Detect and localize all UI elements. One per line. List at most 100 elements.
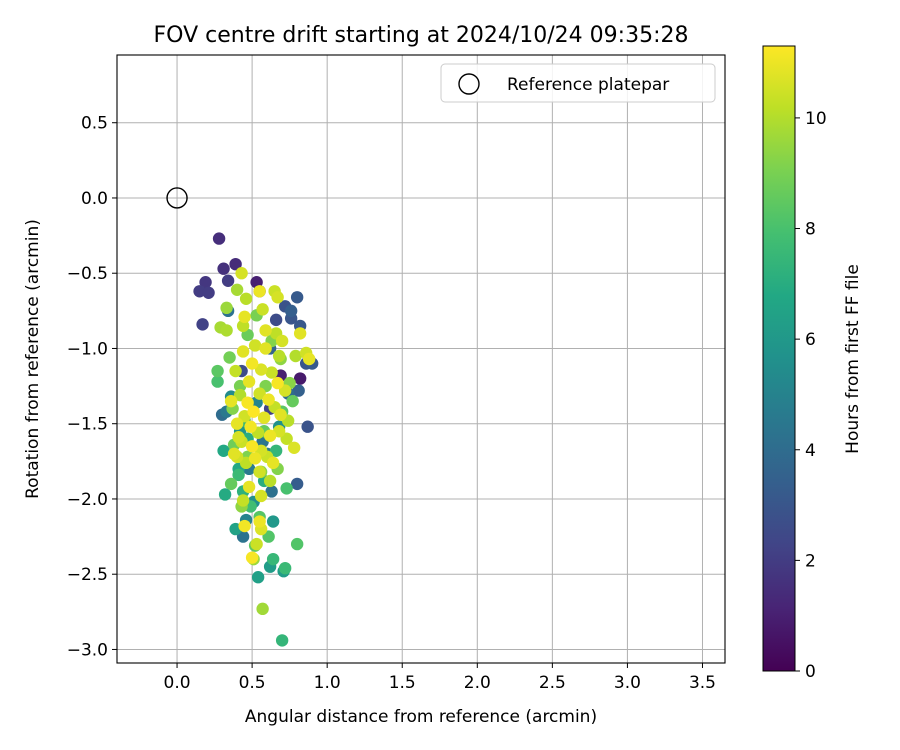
grid bbox=[117, 55, 725, 663]
colorbar-tick-label: 4 bbox=[805, 441, 816, 461]
x-tick-label: 2.5 bbox=[539, 673, 566, 693]
data-point bbox=[247, 405, 260, 418]
data-point bbox=[275, 634, 289, 647]
data-point bbox=[242, 480, 256, 494]
chart-title: FOV centre drift starting at 2024/10/24 … bbox=[154, 23, 689, 48]
legend-box bbox=[440, 63, 716, 103]
data-point bbox=[259, 342, 272, 355]
x-tick-label: 3.5 bbox=[689, 673, 716, 693]
data-point bbox=[245, 440, 259, 453]
y-axis-ticks: 0.5 0.0 −0.5 −1.0 −1.5 −2.0 −2.5 −3.0 bbox=[67, 114, 117, 660]
x-tick-label: 2.0 bbox=[464, 673, 491, 693]
data-point bbox=[284, 304, 298, 318]
data-point bbox=[266, 515, 280, 528]
data-point bbox=[212, 232, 226, 245]
data-point bbox=[265, 366, 278, 379]
y-tick-label: 0.5 bbox=[81, 114, 108, 134]
data-point bbox=[278, 384, 292, 397]
y-tick-label: −1.0 bbox=[67, 339, 108, 359]
y-tick-label: −3.0 bbox=[67, 640, 108, 660]
data-point bbox=[256, 602, 269, 616]
reference-layer bbox=[166, 187, 188, 209]
data-point bbox=[224, 394, 238, 408]
y-tick-label: 0.0 bbox=[81, 189, 108, 209]
data-point bbox=[266, 456, 280, 470]
data-point bbox=[262, 530, 275, 543]
colorbar-tick-label: 2 bbox=[805, 551, 816, 571]
legend: Reference platepar bbox=[440, 63, 716, 103]
reference-platepar-marker bbox=[166, 187, 188, 209]
data-point bbox=[244, 420, 257, 433]
data-point bbox=[217, 444, 230, 458]
data-point bbox=[223, 351, 236, 364]
data-point bbox=[269, 313, 283, 327]
data-point bbox=[271, 291, 284, 304]
legend-entry-label: Reference platepar bbox=[507, 75, 669, 95]
data-point bbox=[248, 452, 262, 465]
data-point bbox=[238, 519, 251, 533]
y-tick-label: −0.5 bbox=[67, 264, 108, 284]
data-point bbox=[230, 283, 244, 296]
data-point bbox=[232, 468, 245, 482]
data-point bbox=[239, 292, 253, 306]
data-point bbox=[290, 291, 304, 304]
data-point bbox=[254, 363, 268, 376]
data-point bbox=[269, 444, 283, 458]
colorbar-tick-label: 10 bbox=[805, 109, 827, 129]
colorbar bbox=[762, 45, 796, 672]
data-point bbox=[253, 285, 266, 298]
data-point bbox=[301, 420, 314, 433]
data-point bbox=[250, 537, 263, 551]
data-point bbox=[262, 393, 275, 406]
x-axis-label: Angular distance from reference (arcmin) bbox=[245, 707, 597, 727]
data-point bbox=[272, 349, 286, 363]
data-point bbox=[241, 396, 254, 409]
data-point bbox=[293, 327, 307, 340]
colorbar-tick-label: 0 bbox=[805, 662, 816, 682]
legend-marker-icon bbox=[458, 73, 480, 95]
data-points bbox=[193, 232, 319, 647]
y-axis-label: Rotation from reference (arcmin) bbox=[23, 219, 43, 499]
data-point bbox=[199, 276, 212, 289]
data-point bbox=[274, 408, 287, 421]
data-point bbox=[251, 571, 265, 584]
y-tick-label: −2.0 bbox=[67, 490, 108, 510]
data-point bbox=[259, 324, 272, 337]
data-point bbox=[289, 349, 302, 363]
data-point bbox=[290, 477, 304, 491]
data-point bbox=[202, 286, 215, 299]
data-point bbox=[217, 262, 230, 275]
data-point bbox=[275, 334, 289, 348]
data-point bbox=[236, 530, 250, 543]
data-point bbox=[245, 551, 259, 564]
data-point bbox=[254, 489, 268, 503]
data-point bbox=[286, 394, 299, 408]
data-point bbox=[271, 376, 284, 390]
data-point bbox=[218, 488, 232, 501]
data-point bbox=[238, 310, 251, 324]
data-point bbox=[235, 267, 248, 280]
y-tick-label: −1.5 bbox=[67, 415, 108, 435]
data-point bbox=[253, 465, 266, 479]
data-point bbox=[266, 552, 280, 566]
colorbar-tick-label: 8 bbox=[805, 220, 816, 240]
data-point bbox=[233, 388, 247, 402]
data-point bbox=[256, 303, 269, 316]
data-point bbox=[293, 372, 307, 385]
data-point bbox=[227, 447, 241, 461]
data-point bbox=[220, 324, 233, 337]
data-point bbox=[230, 417, 244, 430]
data-point bbox=[232, 431, 245, 444]
colorbar-label: Hours from first FF file bbox=[843, 264, 863, 454]
data-point bbox=[263, 429, 277, 442]
data-point bbox=[211, 364, 224, 378]
data-point bbox=[290, 537, 304, 551]
x-tick-label: 1.0 bbox=[314, 673, 341, 693]
data-point bbox=[287, 441, 301, 454]
x-tick-label: 3.0 bbox=[614, 673, 641, 693]
x-axis-ticks: 0.0 0.5 1.0 1.5 2.0 2.5 3.0 3.5 bbox=[164, 663, 716, 693]
data-point bbox=[242, 375, 256, 388]
plot-frame bbox=[116, 54, 726, 664]
colorbar-tick-label: 6 bbox=[805, 330, 816, 350]
